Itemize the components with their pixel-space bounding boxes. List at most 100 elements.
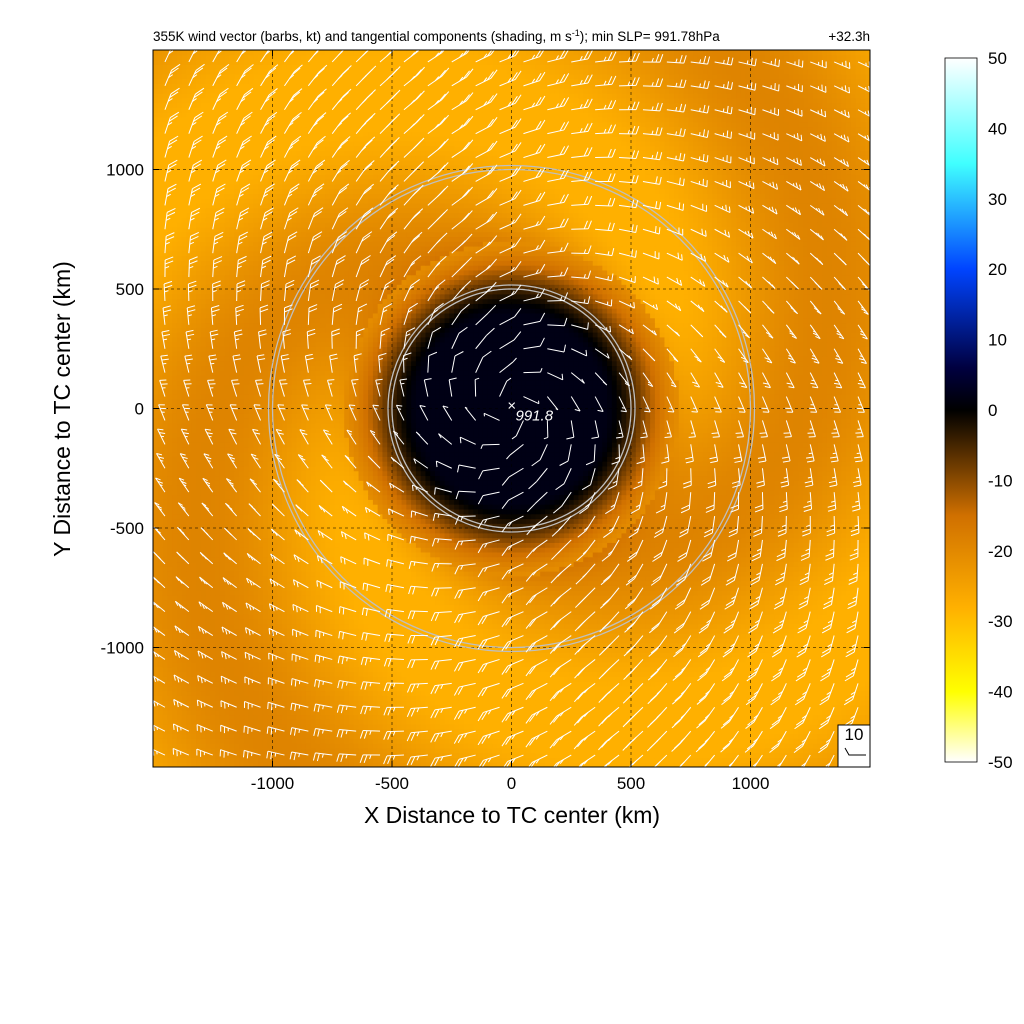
shading-cell	[492, 676, 498, 682]
shading-cell	[764, 666, 771, 672]
shading-cell	[812, 685, 819, 692]
shading-cell	[415, 728, 422, 735]
shading-cell	[750, 618, 756, 625]
shading-cell	[535, 695, 541, 701]
shading-cell	[186, 680, 192, 687]
shading-cell	[664, 637, 670, 644]
shading-cell	[568, 762, 575, 767]
shading-cell	[697, 690, 704, 696]
shading-cell	[320, 695, 326, 701]
shading-cell	[310, 752, 317, 759]
shading-cell	[329, 704, 336, 711]
shading-cell	[516, 618, 522, 625]
shading-cell	[315, 637, 321, 644]
shading-cell	[511, 652, 517, 658]
shading-cell	[826, 757, 833, 763]
shading-cell	[248, 666, 254, 672]
shading-cell	[525, 709, 532, 716]
shading-cell	[325, 652, 331, 658]
shading-cell	[697, 666, 704, 672]
shading-cell	[659, 647, 666, 653]
shading-cell	[788, 680, 795, 687]
shading-cell	[640, 747, 646, 754]
shading-cell	[282, 738, 288, 744]
shading-cell	[344, 614, 350, 620]
shading-cell	[501, 676, 508, 682]
shading-cell	[592, 680, 599, 687]
shading-cell	[353, 743, 360, 749]
shading-cell	[583, 680, 589, 687]
shading-cell	[607, 723, 613, 730]
shading-cell	[717, 719, 723, 725]
shading-cell	[803, 723, 809, 730]
shading-cell	[697, 661, 704, 668]
shading-cell	[530, 657, 536, 663]
shading-cell	[674, 714, 680, 720]
shading-cell	[497, 676, 503, 682]
shading-cell	[282, 719, 288, 725]
shading-cell	[817, 743, 823, 749]
shading-cell	[616, 728, 623, 735]
shading-cell	[325, 690, 331, 696]
shading-cell	[817, 747, 823, 754]
shading-cell	[740, 733, 747, 739]
shading-cell	[348, 676, 355, 682]
shading-cell	[559, 738, 565, 744]
shading-cell	[239, 709, 245, 716]
shading-cell	[650, 637, 656, 644]
shading-cell	[291, 738, 297, 744]
shading-cell	[449, 661, 455, 668]
shading-cell	[611, 752, 618, 759]
shading-cell	[631, 676, 637, 682]
shading-cell	[492, 752, 498, 759]
shading-cell	[377, 719, 384, 725]
shading-cell	[592, 709, 599, 716]
shading-cell	[392, 747, 398, 754]
shading-cell	[635, 747, 642, 754]
shading-cell	[616, 661, 623, 668]
shading-cell	[764, 680, 771, 687]
shading-cell	[473, 733, 479, 739]
shading-cell	[573, 747, 580, 754]
shading-cell	[755, 719, 761, 725]
shading-cell	[167, 728, 173, 735]
shading-cell	[688, 719, 694, 725]
shading-cell	[631, 700, 637, 706]
shading-cell	[334, 714, 341, 720]
shading-cell	[348, 738, 355, 744]
shading-cell	[406, 647, 412, 653]
shading-cell	[769, 738, 775, 744]
shading-cell	[693, 609, 699, 615]
shading-cell	[702, 680, 709, 687]
shading-cell	[301, 690, 307, 696]
shading-cell	[631, 680, 637, 687]
shading-cell	[602, 614, 608, 620]
shading-cell	[664, 719, 670, 725]
shading-cell	[315, 618, 321, 625]
shading-cell	[282, 743, 288, 749]
shading-cell	[415, 637, 422, 644]
shading-cell	[200, 637, 207, 644]
shading-cell	[635, 743, 642, 749]
shading-cell	[573, 752, 580, 759]
shading-cell	[631, 657, 637, 663]
shading-cell	[215, 657, 221, 663]
shading-cell	[544, 700, 551, 706]
shading-cell	[740, 719, 747, 725]
shading-cell	[219, 733, 226, 739]
shading-cell	[157, 752, 164, 759]
shading-cell	[205, 738, 211, 744]
shading-cell	[717, 743, 723, 749]
shading-cell	[511, 633, 517, 639]
shading-cell	[721, 738, 728, 744]
shading-cell	[855, 666, 862, 672]
shading-cell	[463, 714, 470, 720]
shading-cell	[578, 685, 584, 692]
shading-cell	[329, 752, 336, 759]
shading-cell	[597, 709, 603, 716]
shading-cell	[798, 747, 804, 754]
shading-cell	[669, 733, 675, 739]
shading-cell	[372, 618, 379, 625]
shading-cell	[688, 671, 694, 677]
shading-cell	[320, 685, 326, 692]
